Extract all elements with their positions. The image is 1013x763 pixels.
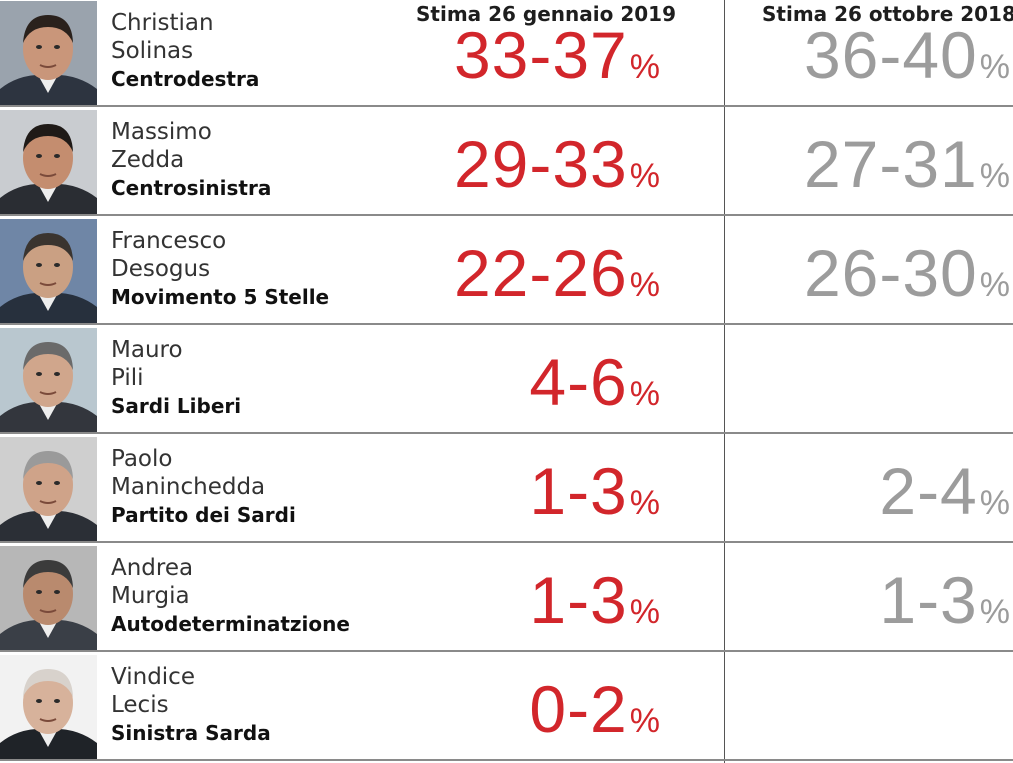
candidate-last-name: Zedda (111, 147, 185, 173)
column-header-january-2019: Stima 26 gennaio 2019 (416, 2, 676, 26)
candidate-name-block: Andrea Murgia Autodeterminatzione (111, 554, 350, 638)
estimate-range: 33-37 (453, 18, 628, 92)
candidate-name-block: Francesco Desogus Movimento 5 Stelle (111, 227, 329, 311)
estimate-january-2019: 33-37% (454, 22, 661, 88)
percent-sign: % (979, 157, 1011, 195)
table-header: Stima 26 gennaio 2019 Stima 26 ottobre 2… (0, 0, 1013, 28)
column-divider (724, 327, 725, 436)
column-divider (724, 436, 725, 545)
estimate-range: 27-31 (803, 127, 978, 201)
candidate-first-name: Francesco (111, 228, 227, 254)
candidate-last-name: Maninchedda (111, 474, 266, 500)
estimate-january-2019: 1-3% (529, 567, 661, 633)
estimate-october-2018: 36-40% (804, 22, 1011, 88)
percent-sign: % (629, 266, 661, 304)
row-separator (0, 759, 1013, 761)
candidate-first-name: Andrea (111, 555, 194, 581)
percent-sign: % (629, 157, 661, 195)
row-separator (0, 214, 1013, 216)
candidate-first-name: Mauro (111, 337, 183, 363)
candidate-party: Sardi Liberi (111, 394, 242, 418)
estimate-range: 1-3 (879, 563, 978, 637)
row-separator (0, 541, 1013, 543)
estimate-october-2018: 26-30% (804, 240, 1011, 306)
candidate-party: Centrodestra (111, 67, 260, 91)
column-divider (724, 0, 725, 109)
column-divider (724, 218, 725, 327)
candidate-first-name: Massimo (111, 119, 212, 145)
percent-sign: % (629, 375, 661, 413)
candidate-row: Andrea Murgia Autodeterminatzione 1-3% 1-3% (0, 545, 1013, 654)
row-separator (0, 650, 1013, 652)
percent-sign: % (979, 48, 1011, 86)
candidate-photo (0, 1, 97, 106)
estimate-january-2019: 22-26% (454, 240, 661, 306)
estimate-january-2019: 29-33% (454, 131, 661, 197)
candidate-party: Autodeterminatzione (111, 612, 350, 636)
candidate-last-name: Murgia (111, 583, 190, 609)
percent-sign: % (979, 266, 1011, 304)
candidate-last-name: Pili (111, 365, 144, 391)
column-header-october-2018: Stima 26 ottobre 2018 (762, 2, 1013, 26)
candidate-row: Christian Solinas Centrodestra 33-37% 36-40% (0, 0, 1013, 109)
estimate-range: 29-33 (453, 127, 628, 201)
candidate-name-block: Christian Solinas Centrodestra (111, 9, 259, 93)
column-divider (724, 545, 725, 654)
candidate-row: Mauro Pili Sardi Liberi 4-6% (0, 327, 1013, 436)
estimate-october-2018: 27-31% (804, 131, 1011, 197)
estimate-january-2019: 1-3% (529, 458, 661, 524)
candidate-party: Movimento 5 Stelle (111, 285, 330, 309)
candidate-party: Centrosinistra (111, 176, 272, 200)
candidate-party: Partito dei Sardi (111, 503, 296, 527)
candidate-photo (0, 110, 97, 215)
candidate-photo (0, 328, 97, 433)
candidate-first-name: Paolo (111, 446, 173, 472)
candidate-photo (0, 437, 97, 542)
candidate-party: Sinistra Sarda (111, 721, 271, 745)
row-separator (0, 323, 1013, 325)
candidate-name-block: Paolo Maninchedda Partito dei Sardi (111, 445, 296, 529)
estimate-range: 22-26 (453, 236, 628, 310)
candidate-row: Paolo Maninchedda Partito dei Sardi 1-3% 2-4… (0, 436, 1013, 545)
candidate-first-name: Christian (111, 10, 214, 36)
candidate-last-name: Lecis (111, 692, 169, 718)
candidate-first-name: Vindice (111, 664, 195, 690)
estimate-october-2018: 1-3% (879, 567, 1011, 633)
candidate-row: Massimo Zedda Centrosinistra 29-33% 27-31% (0, 109, 1013, 218)
percent-sign: % (629, 593, 661, 631)
candidate-photo (0, 655, 97, 760)
candidate-photo (0, 546, 97, 651)
estimate-range: 4-6 (529, 345, 628, 419)
row-separator (0, 105, 1013, 107)
candidate-row: Vindice Lecis Sinistra Sarda 0-2% (0, 654, 1013, 763)
estimate-range: 1-3 (529, 563, 628, 637)
row-separator (0, 432, 1013, 434)
estimate-range: 1-3 (529, 454, 628, 528)
candidate-name-block: Massimo Zedda Centrosinistra (111, 118, 271, 202)
candidate-row: Francesco Desogus Movimento 5 Stelle 22-26%… (0, 218, 1013, 327)
candidate-last-name: Desogus (111, 256, 211, 282)
estimate-range: 2-4 (879, 454, 978, 528)
estimate-january-2019: 0-2% (529, 676, 661, 742)
percent-sign: % (979, 593, 1011, 631)
candidate-name-block: Vindice Lecis Sinistra Sarda (111, 663, 271, 747)
estimate-range: 0-2 (529, 672, 628, 746)
candidate-photo (0, 219, 97, 324)
estimate-january-2019: 4-6% (529, 349, 661, 415)
estimate-october-2018 (1009, 676, 1011, 742)
estimate-october-2018: 2-4% (879, 458, 1011, 524)
estimate-october-2018 (1009, 349, 1011, 415)
estimate-range: 26-30 (803, 236, 978, 310)
column-divider (724, 654, 725, 763)
column-divider (724, 109, 725, 218)
estimate-range: 36-40 (803, 18, 978, 92)
candidate-name-block: Mauro Pili Sardi Liberi (111, 336, 241, 420)
candidate-last-name: Solinas (111, 38, 194, 64)
percent-sign: % (629, 702, 661, 740)
percent-sign: % (629, 48, 661, 86)
percent-sign: % (979, 484, 1011, 522)
percent-sign: % (629, 484, 661, 522)
